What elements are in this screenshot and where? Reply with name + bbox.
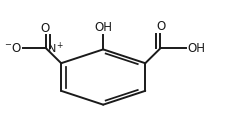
- Text: OH: OH: [187, 42, 205, 55]
- Text: N$^+$: N$^+$: [47, 41, 65, 56]
- Text: O: O: [157, 20, 166, 33]
- Text: O: O: [40, 22, 50, 35]
- Text: OH: OH: [94, 21, 112, 34]
- Text: $^{-}$O: $^{-}$O: [4, 42, 22, 55]
